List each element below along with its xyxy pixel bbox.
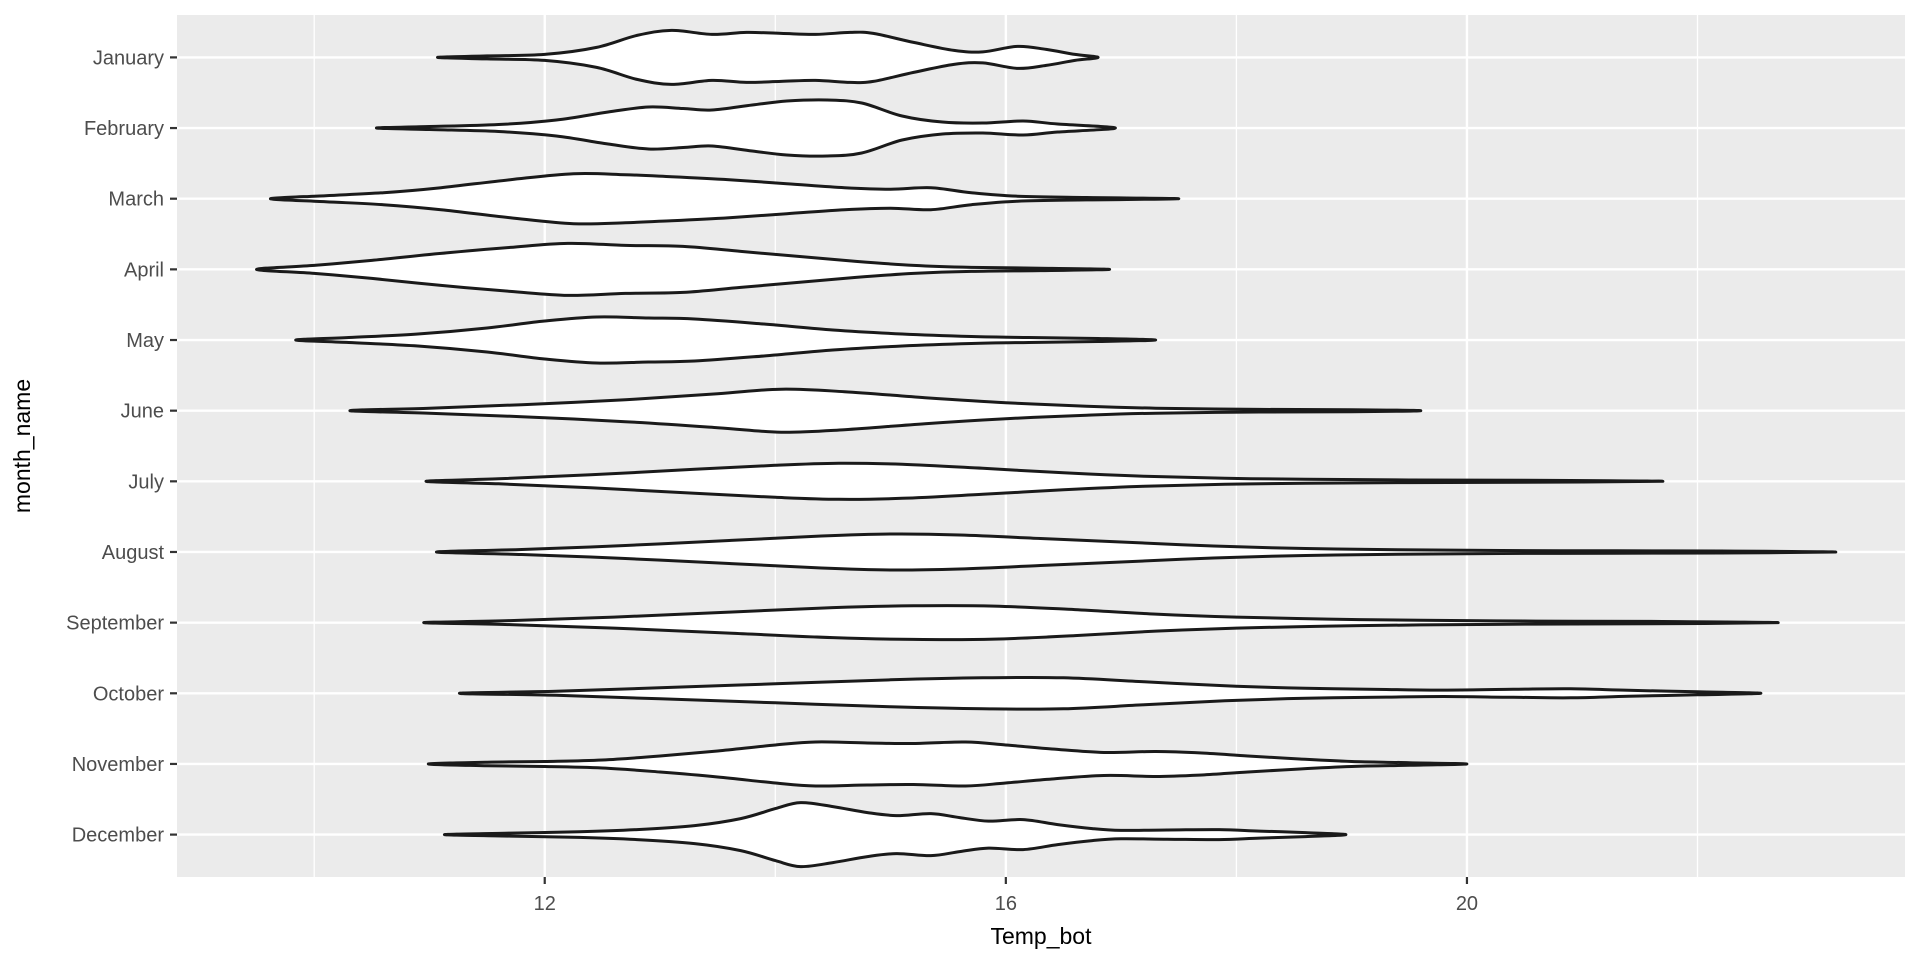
violin-march (268, 171, 1181, 226)
y-axis-tick-label-january: January (93, 47, 164, 69)
violin-july (424, 461, 1665, 501)
x-axis-tick-label: 16 (995, 893, 1017, 915)
violin-september (422, 604, 1780, 642)
violin-december (442, 801, 1348, 869)
violin-january (436, 28, 1100, 86)
y-axis-tick-label-september: September (66, 613, 164, 635)
y-axis-tick-label-june: June (121, 401, 164, 423)
violin-november (426, 740, 1469, 788)
y-axis-tick-label-february: February (84, 118, 164, 140)
violin-may (294, 315, 1158, 365)
x-axis-tick-label: 12 (534, 893, 556, 915)
y-axis-tick-label-october: October (93, 683, 164, 705)
violin-april (255, 241, 1112, 297)
y-axis-title: month_name (9, 379, 35, 513)
y-axis-tick-label-july: July (128, 471, 164, 493)
x-axis-tick-label: 20 (1456, 893, 1478, 915)
violin-october (457, 675, 1763, 711)
x-axis-title: Temp_bot (990, 923, 1092, 949)
y-axis-tick-label-november: November (72, 754, 165, 776)
y-axis-tick-label-march: March (108, 189, 164, 211)
y-axis-tick-label-august: August (102, 542, 165, 564)
y-axis-tick-label-may: May (126, 330, 164, 352)
plot-panel-background (177, 15, 1905, 877)
violin-june (348, 387, 1423, 434)
y-axis-tick-label-april: April (124, 259, 164, 281)
violin-august (434, 532, 1838, 572)
y-axis-tick-label-december: December (72, 825, 165, 847)
violin-february (374, 98, 1117, 158)
